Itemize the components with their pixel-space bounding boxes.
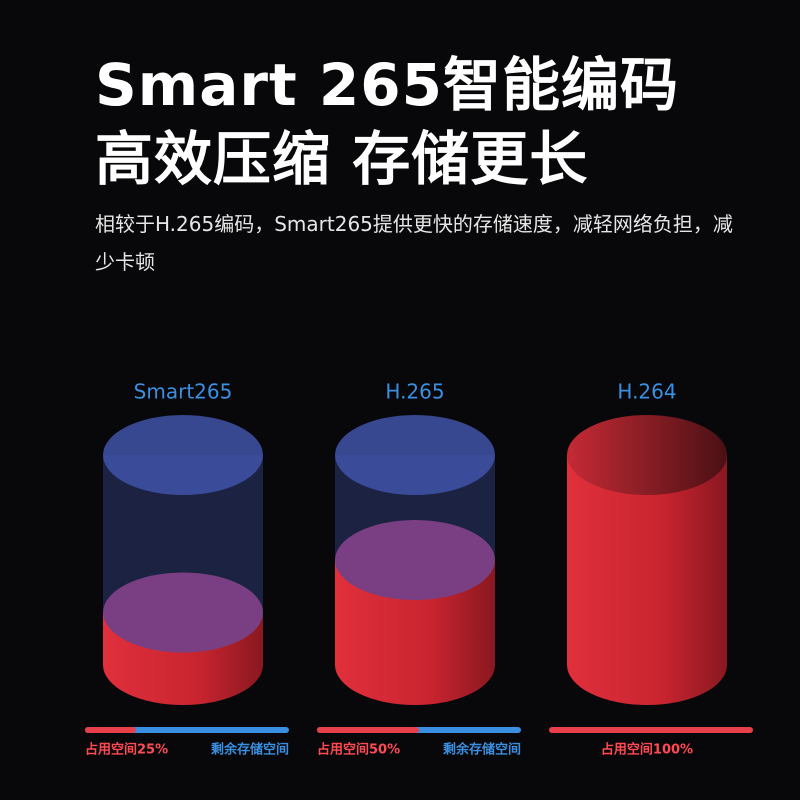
category-label: Smart265 — [134, 380, 233, 404]
category-label: H.264 — [617, 380, 676, 404]
description: 相较于H.265编码，Smart265提供更快的存储速度，减轻网络负担，减少卡顿 — [95, 212, 733, 274]
bar-used — [549, 727, 753, 733]
cylinder-top — [567, 415, 727, 495]
remainder-label: 剩余存储空间 — [443, 742, 521, 758]
title: Smart 265智能编码 — [95, 51, 679, 119]
category-label: H.265 — [385, 380, 444, 404]
value-label: 占用空间100% — [601, 742, 693, 758]
cylinder-base — [335, 625, 495, 705]
bar-used — [85, 727, 136, 733]
cylinder-top — [103, 415, 263, 495]
subtitle: 高效压缩 存储更长 — [95, 125, 589, 193]
value-label: 占用空间50% — [317, 742, 400, 758]
remainder-label: 剩余存储空间 — [211, 742, 289, 758]
cylinder-level — [335, 520, 495, 600]
cylinder-base — [567, 625, 727, 705]
value-label: 占用空间25% — [85, 742, 168, 758]
cylinder-top — [335, 415, 495, 495]
bar-free — [85, 727, 289, 733]
bar-used — [317, 727, 419, 733]
cylinder-level — [103, 572, 263, 653]
